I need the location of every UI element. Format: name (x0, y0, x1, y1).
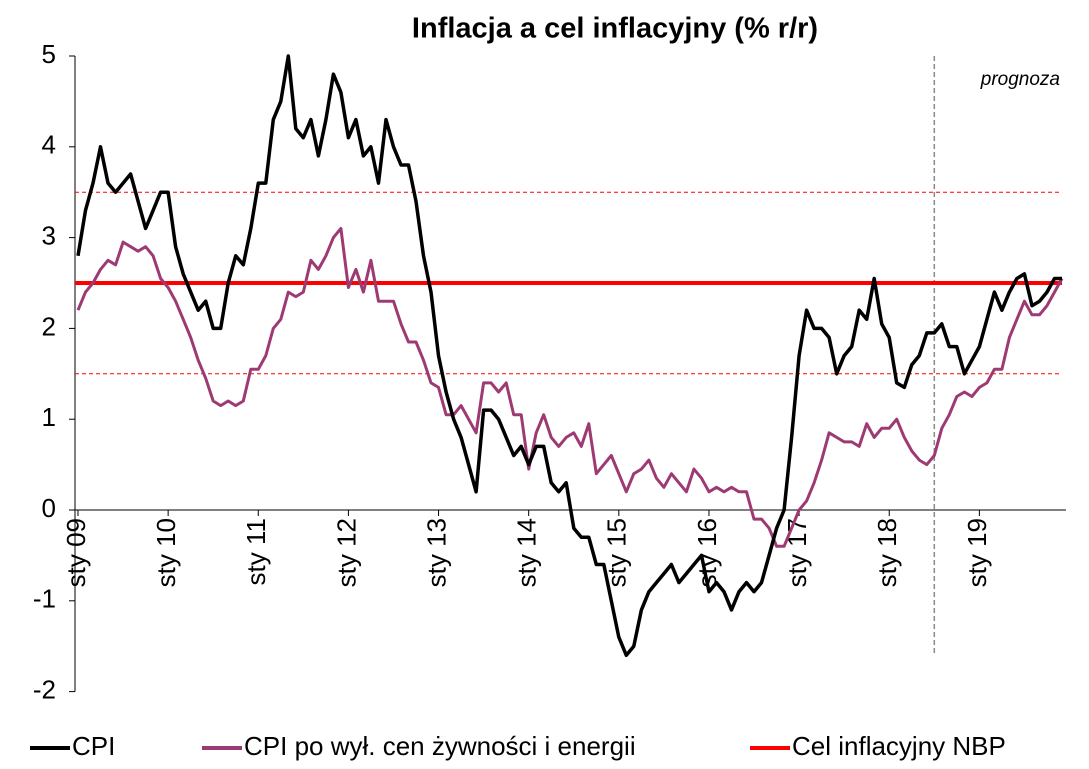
y-tick-label: 4 (42, 130, 56, 160)
y-tick-label: 2 (42, 311, 56, 341)
y-tick-label: 3 (42, 220, 56, 250)
legend-label: CPI po wył. cen żywności i energii (244, 731, 636, 761)
series-line (76, 54, 1062, 658)
legend-label: CPI (72, 731, 115, 761)
y-tick-label: -2 (33, 674, 56, 704)
x-tick-label: sty 18 (872, 518, 902, 587)
legend-label: Cel inflacyjny NBP (792, 731, 1006, 761)
y-tick-label: 5 (42, 39, 56, 69)
y-tick-label: 0 (42, 493, 56, 523)
chart-title: Inflacja a cel inflacyjny (% r/r) (412, 13, 818, 45)
x-tick-label: sty 10 (151, 518, 181, 587)
x-tick-label: sty 13 (421, 518, 451, 587)
forecast-label: prognoza (980, 69, 1060, 90)
x-tick-label: sty 14 (512, 518, 542, 587)
x-tick-label: sty 17 (782, 518, 812, 587)
y-tick-label: 1 (42, 402, 56, 432)
series-line (76, 227, 1064, 548)
x-tick-label: sty 19 (962, 518, 992, 587)
x-tick-label: sty 09 (61, 518, 91, 587)
x-tick-label: sty 12 (331, 518, 361, 587)
y-tick-label: -1 (33, 584, 56, 614)
x-tick-label: sty 11 (241, 518, 271, 585)
